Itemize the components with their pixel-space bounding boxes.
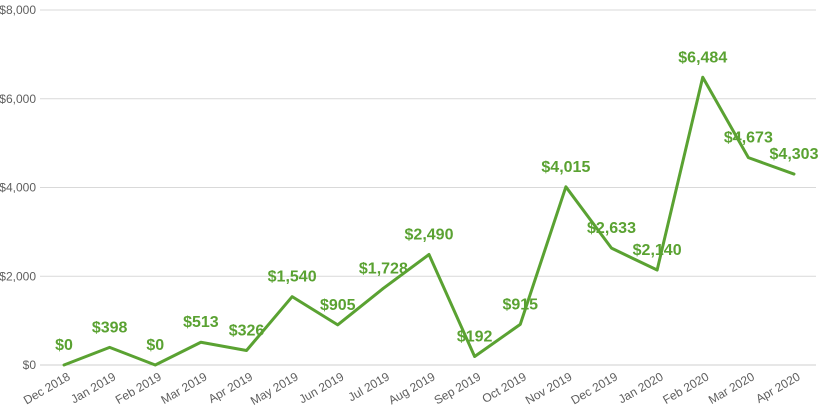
data-label: $192 (457, 328, 493, 345)
data-label: $6,484 (678, 49, 727, 66)
series-line (62, 75, 796, 367)
y-tick-label: $2,000 (0, 269, 36, 283)
grid-layer (40, 9, 816, 366)
x-tick-label: Jul 2019 (346, 369, 393, 404)
y-tick-label: $4,000 (0, 181, 36, 195)
data-label: $4,015 (541, 159, 590, 176)
y-axis-ticks: $0 $2,000 $4,000 $6,000 $8,000 (0, 3, 36, 372)
data-label: $2,140 (633, 242, 682, 259)
data-label: $4,303 (770, 146, 819, 163)
data-labels: $0 $398 $0 $513 $326 $1,540$905 $1,728 $2,490 $1… (55, 49, 818, 354)
x-tick-label: Oct 2019 (480, 369, 529, 406)
x-tick-label: Feb 2020 (660, 369, 711, 407)
x-tick-label: Jan 2020 (616, 369, 666, 406)
data-points (61, 74, 797, 368)
series-layer (62, 75, 796, 367)
x-tick-label: Mar 2019 (158, 369, 209, 407)
x-tick-label: Dec 2018 (21, 369, 73, 407)
data-label: $326 (229, 323, 265, 340)
x-tick-label: Dec 2019 (569, 369, 621, 407)
y-tick-label: $0 (23, 358, 37, 372)
data-label: $905 (320, 297, 356, 314)
data-label: $2,490 (405, 227, 454, 244)
x-tick-label: Apr 2019 (206, 369, 255, 406)
data-label: $513 (183, 314, 219, 331)
x-tick-label: Aug 2019 (386, 369, 438, 407)
x-tick-label: Mar 2020 (706, 369, 757, 407)
x-tick-label: Jan 2019 (68, 369, 118, 406)
x-tick-label: Jun 2019 (296, 369, 346, 406)
y-tick-label: $6,000 (0, 92, 36, 106)
y-tick-label: $8,000 (0, 3, 36, 17)
x-tick-label: Sep 2019 (432, 369, 484, 407)
data-label: $0 (146, 337, 164, 354)
data-label: $0 (55, 337, 73, 354)
x-tick-label: Feb 2019 (113, 369, 164, 407)
data-label: $398 (92, 319, 128, 336)
data-label: $1,728 (359, 260, 408, 277)
data-label: $915 (502, 296, 538, 313)
x-tick-label: Apr 2020 (753, 369, 802, 406)
data-label: $4,673 (724, 130, 773, 147)
data-label: $2,633 (587, 220, 636, 237)
x-tick-label: Nov 2019 (523, 369, 575, 407)
data-label: $1,540 (268, 269, 317, 286)
x-tick-label: May 2019 (248, 369, 301, 407)
